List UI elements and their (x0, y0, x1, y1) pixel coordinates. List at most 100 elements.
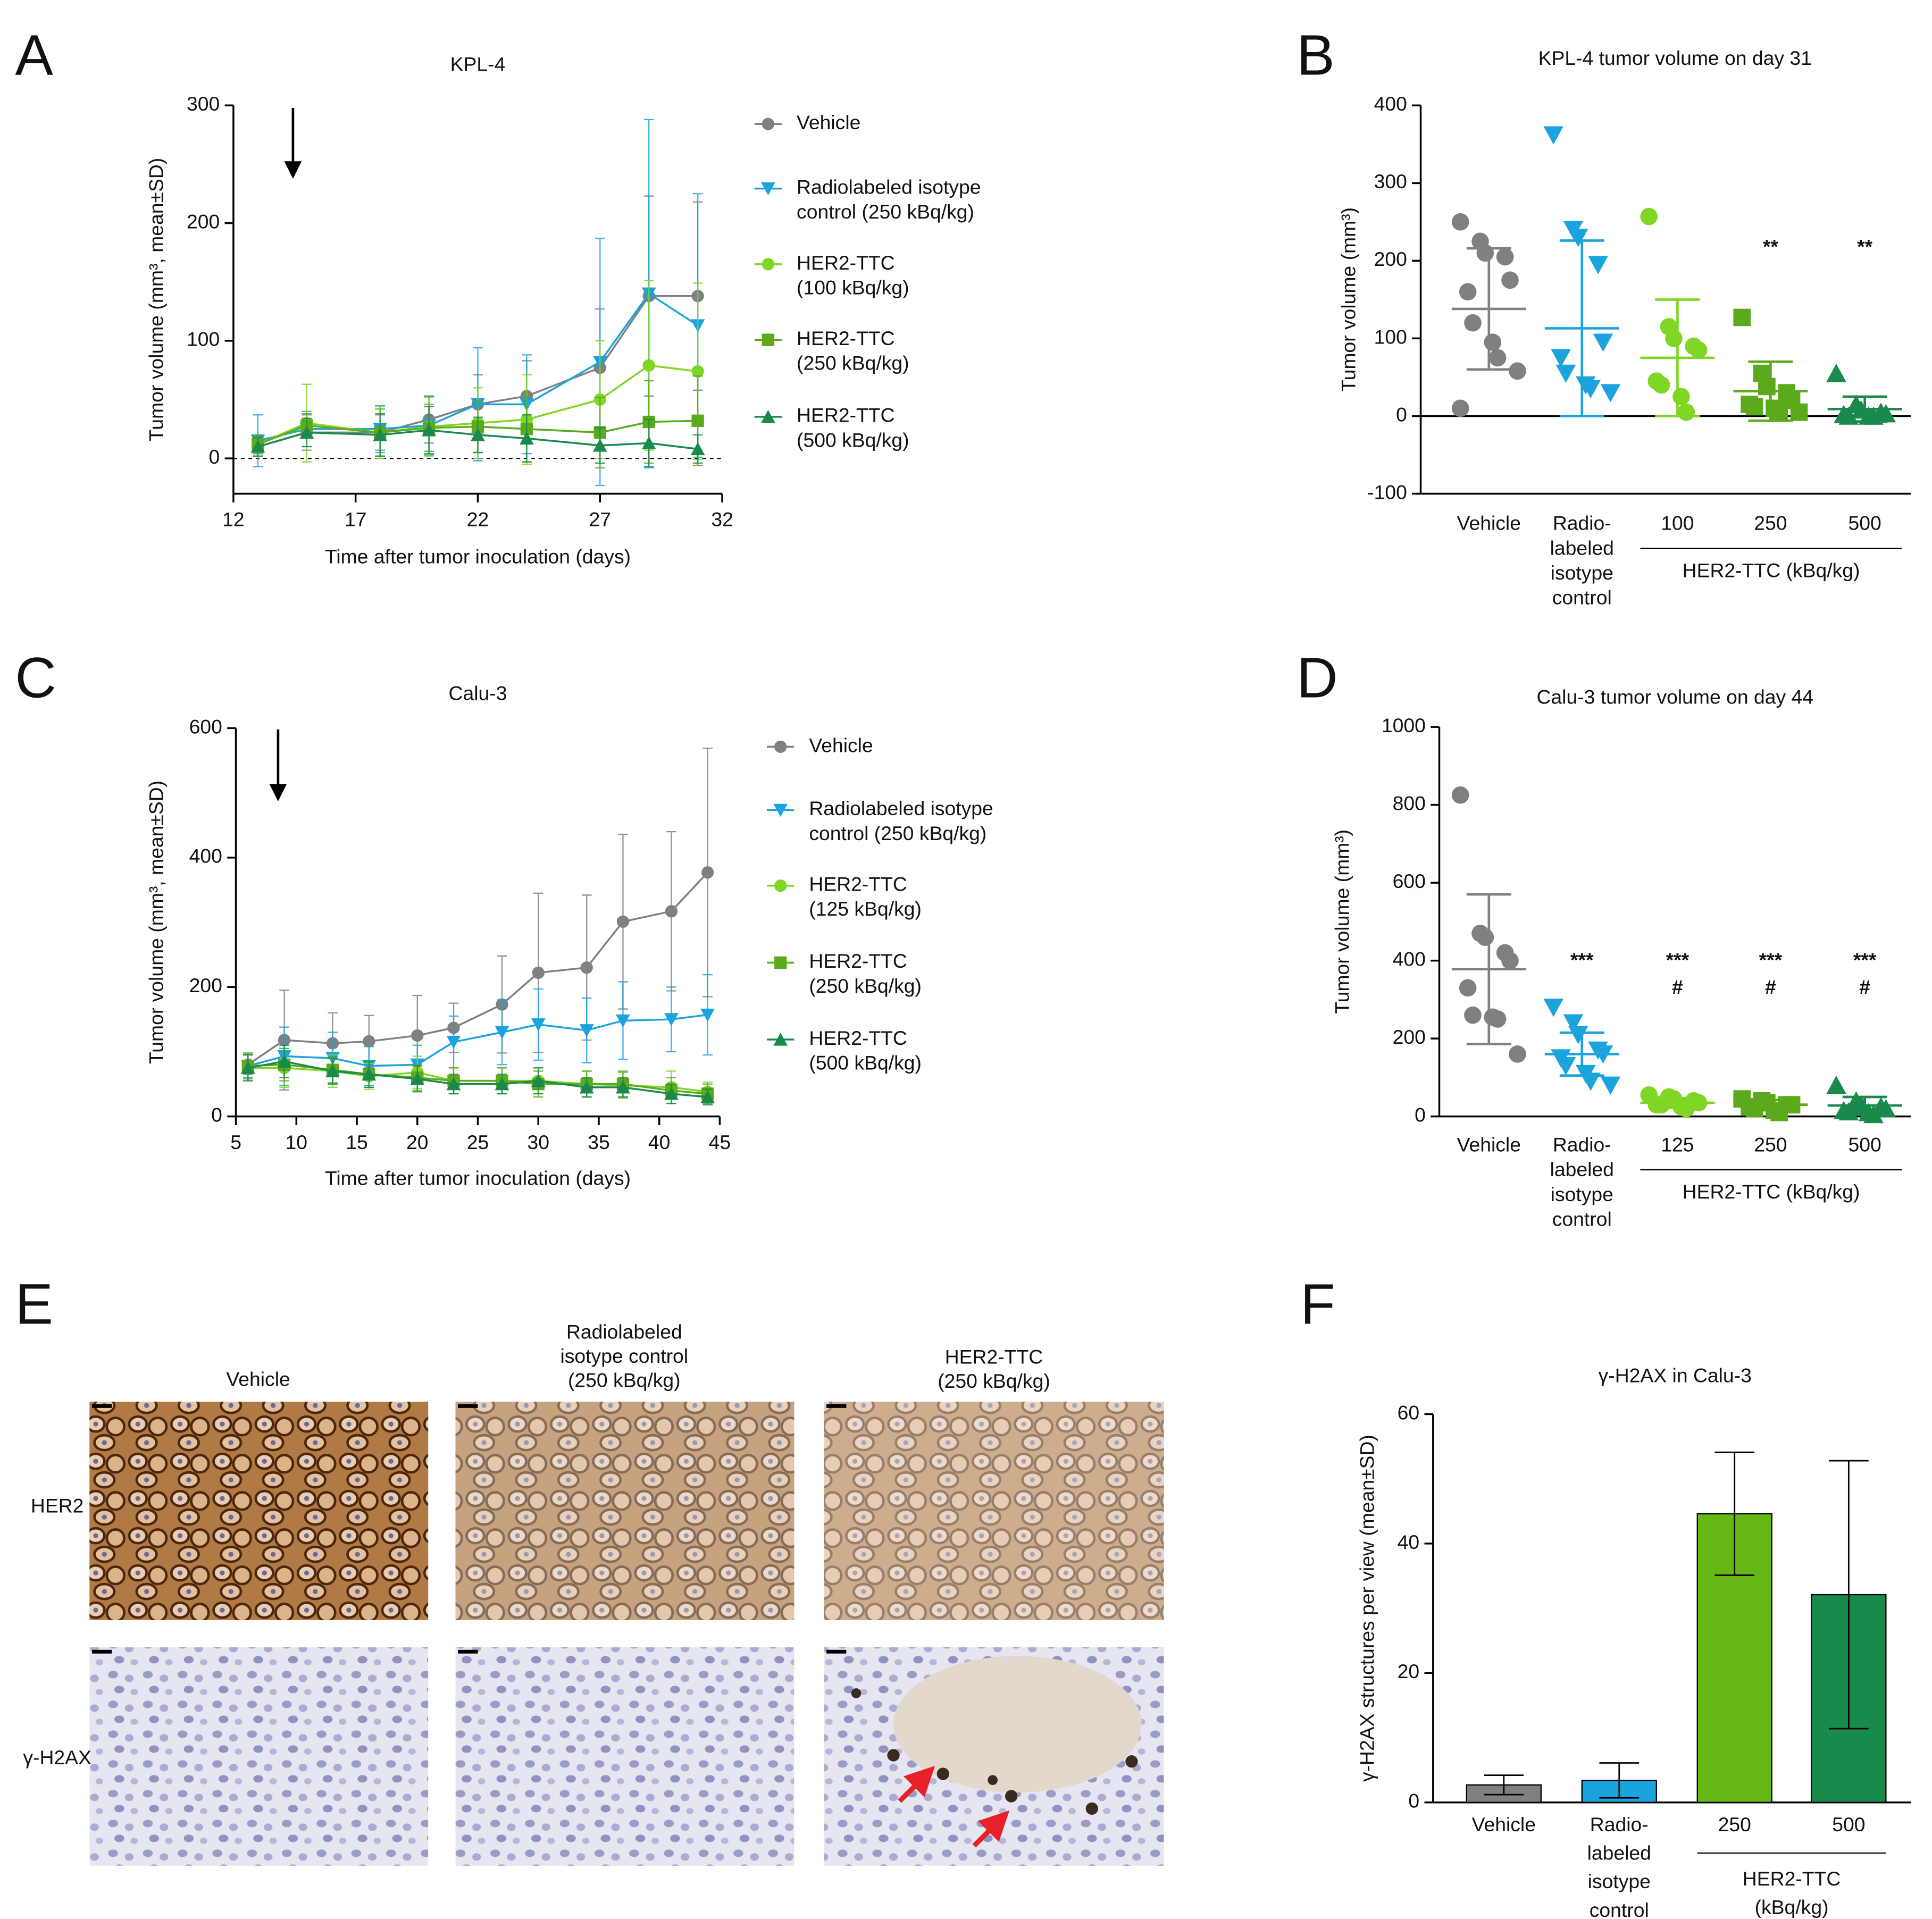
micrograph (455, 1647, 794, 1866)
micrograph (89, 1647, 429, 1866)
y-tick-label: 0 (1415, 1103, 1426, 1126)
stained-nuclei (851, 1688, 1138, 1815)
panel-letter: E (15, 1272, 53, 1336)
x-tick-label: 32 (711, 508, 733, 531)
data-point (701, 866, 714, 879)
y-tick-label: 20 (1398, 1660, 1420, 1682)
x-tick-label: 250 (1718, 1813, 1751, 1836)
micrograph (89, 1402, 429, 1620)
data-point (1758, 378, 1776, 396)
significance: ** (1763, 235, 1779, 257)
x-axis-label: Time after tumor inoculation (days) (325, 546, 631, 568)
data-point (1551, 349, 1571, 367)
x-tick-label: 17 (345, 508, 367, 531)
data-point (531, 1018, 546, 1032)
data-point (1677, 403, 1695, 421)
data-point (1568, 1026, 1588, 1044)
y-axis-label: Tumor volume (mm³, mean±SD) (145, 158, 167, 441)
data-point (1593, 333, 1613, 352)
data-point (1488, 349, 1507, 367)
x-tick-label: 25 (467, 1131, 489, 1153)
group-label: HER2-TTC (kBq/kg) (1683, 1180, 1860, 1203)
data-point (1652, 1096, 1670, 1113)
legend-marker (762, 118, 775, 130)
data-point (422, 423, 437, 437)
x-tick-label: 12 (222, 508, 245, 531)
data-point (1459, 283, 1477, 301)
legend-label: (500 kBq/kg) (797, 429, 909, 451)
x-tick-label: control (1552, 1208, 1612, 1230)
column-label: (250 kBq/kg) (568, 1369, 681, 1392)
chart-title: γ-H2AX in Calu-3 (1599, 1364, 1752, 1386)
series-line (248, 1060, 708, 1098)
data-point (1543, 126, 1563, 145)
sd-whisker (1748, 360, 1793, 422)
data-point (579, 1024, 594, 1037)
y-axis-label: Tumor volume (mm³) (1337, 207, 1359, 392)
data-point (1451, 399, 1469, 417)
data-point (1745, 398, 1763, 416)
data-point (1476, 244, 1494, 262)
data-point (664, 1087, 679, 1100)
lumen (893, 1656, 1142, 1793)
data-point (1464, 314, 1482, 332)
data-point (373, 428, 388, 441)
legend-label: Radiolabeled isotype (809, 797, 993, 819)
data-point (1733, 308, 1751, 326)
x-tick-label: control (1590, 1899, 1649, 1919)
x-tick-label: 125 (1661, 1133, 1694, 1155)
x-tick-label: 30 (527, 1131, 549, 1153)
data-point (1838, 406, 1859, 425)
panel-letter: C (15, 646, 56, 709)
legend-label: HER2-TTC (797, 404, 895, 426)
column-label: Radiolabeled (566, 1321, 682, 1343)
x-tick-label: Radio- (1553, 512, 1611, 534)
legend-label: HER2-TTC (809, 950, 907, 972)
significance: ** (1857, 235, 1873, 257)
significance: # (1765, 976, 1776, 998)
data-point (1555, 364, 1576, 383)
data-point (531, 1074, 546, 1087)
sd-whisker (1559, 1031, 1604, 1077)
data-point (299, 425, 314, 439)
sd-whisker (1842, 395, 1887, 423)
data-point (691, 365, 704, 378)
arrow (898, 1765, 935, 1803)
x-tick-label: Vehicle (1457, 512, 1521, 534)
data-point (1876, 404, 1896, 423)
data-point (700, 1008, 715, 1022)
y-tick-label: 0 (211, 1103, 222, 1126)
error-bar (1599, 1762, 1640, 1799)
sd-whisker (1842, 1095, 1887, 1116)
legend-label: (500 kBq/kg) (809, 1051, 922, 1074)
x-tick-label: 45 (709, 1131, 731, 1153)
data-point (641, 436, 656, 450)
data-point (1640, 207, 1658, 225)
data-point (363, 1035, 375, 1048)
column-label: Vehicle (226, 1368, 290, 1390)
x-tick-label: Vehicle (1472, 1813, 1536, 1836)
legend-label: (250 kBq/kg) (797, 352, 909, 374)
stroma (824, 1402, 1164, 1620)
data-point (1690, 341, 1708, 359)
data-point (1665, 330, 1683, 347)
x-tick-label: isotype (1588, 1870, 1651, 1892)
legend-label: (100 kBq/kg) (797, 276, 909, 298)
chart-title: Calu-3 tumor volume on day 44 (1536, 685, 1813, 708)
x-tick-label: 250 (1754, 512, 1787, 534)
x-tick-label: isotype (1551, 1183, 1613, 1205)
data-point (1588, 256, 1608, 274)
data-point (1451, 786, 1469, 804)
data-point (579, 1080, 594, 1094)
data-point (471, 428, 485, 441)
data-point (277, 1054, 291, 1068)
data-point (1476, 928, 1494, 946)
legend-marker (760, 182, 775, 196)
y-tick-label: 0 (1396, 403, 1407, 425)
legend-label: Radiolabeled isotype (797, 175, 981, 198)
data-point (1484, 333, 1502, 351)
x-tick-label: labeled (1587, 1842, 1651, 1864)
chart-title: KPL-4 (450, 53, 506, 76)
sd-whisker (1655, 298, 1700, 417)
